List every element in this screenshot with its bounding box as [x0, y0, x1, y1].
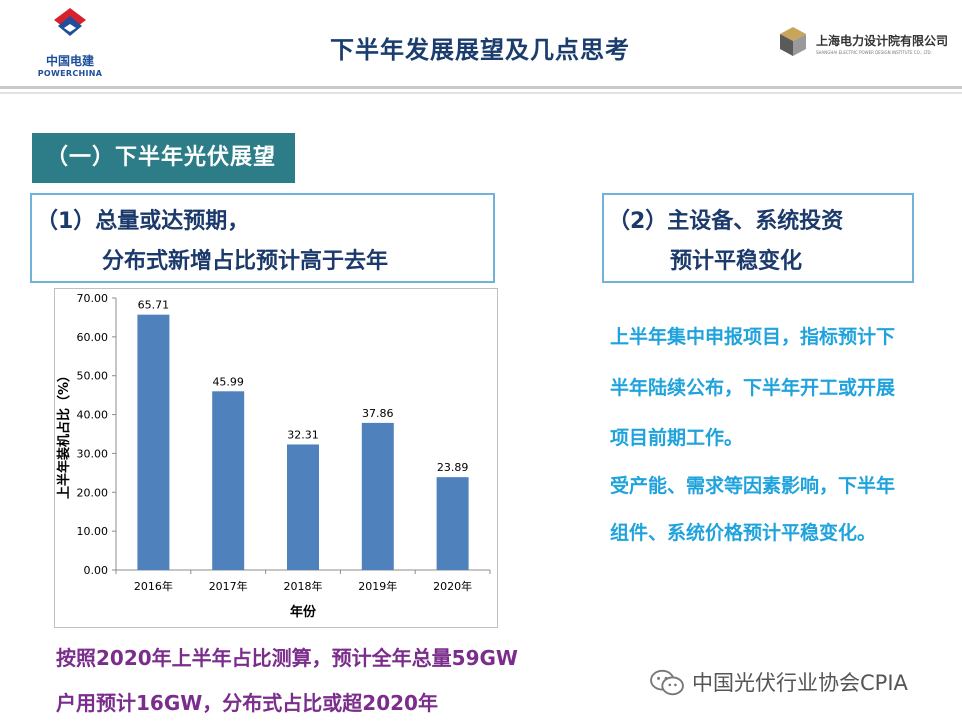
- sepd-logo: 上海电力设计院有限公司 SHANGHAI ELECTRIC POWER DESI…: [776, 24, 952, 64]
- bar: [436, 477, 469, 570]
- y-tick-label: 10.00: [77, 525, 109, 538]
- right-text-line-1: 上半年集中申报项目，指标预计下: [610, 326, 896, 348]
- bottom-text-line-1: 按照2020年上半年占比测算，预计全年总量59GW: [56, 646, 518, 670]
- y-tick-label: 30.00: [77, 447, 109, 460]
- section-banner: （一）下半年光伏展望: [32, 133, 295, 183]
- sepd-logo-icon: [780, 27, 806, 56]
- slide-header: 中国电建 POWERCHINA 下半年发展展望及几点思考 上海电力设计院有限公司…: [0, 0, 962, 88]
- bar-value-label: 32.31: [287, 428, 319, 441]
- bar-value-label: 65.71: [138, 299, 170, 312]
- y-axis-title: 上半年装机占比（%）: [56, 369, 72, 499]
- logo-right-cn: 上海电力设计院有限公司: [816, 34, 949, 48]
- powerchina-logo: 中国电建 POWERCHINA: [28, 6, 112, 78]
- point-1-line-2: 分布式新增占比预计高于去年: [102, 249, 389, 274]
- bar-chart: 0.0010.0020.0030.0040.0050.0060.0070.00 …: [54, 288, 498, 628]
- y-tick-label: 0.00: [84, 564, 109, 577]
- bar-value-label: 23.89: [437, 461, 469, 474]
- watermark-text: 中国光伏行业协会CPIA: [692, 671, 908, 695]
- bar-value-label: 37.86: [362, 407, 394, 420]
- header-divider-secondary: [0, 92, 962, 94]
- right-text-line-3: 项目前期工作。: [610, 427, 744, 449]
- y-tick-label: 40.00: [77, 409, 109, 422]
- x-tick-label: 2020年: [433, 579, 472, 593]
- y-tick-label: 70.00: [77, 292, 109, 305]
- point-1-line-1: （1）总量或达预期，: [36, 209, 250, 234]
- bar: [137, 314, 170, 570]
- logo-right-en: SHANGHAI ELECTRIC POWER DESIGN INSTITUTE…: [816, 50, 932, 55]
- slide-title: 下半年发展展望及几点思考: [330, 36, 630, 64]
- point-2-box: （2）主设备、系统投资 预计平稳变化: [602, 193, 914, 283]
- bottom-text-line-2: 户用预计16GW，分布式占比或超2020年: [56, 691, 438, 715]
- bar-value-label: 45.99: [212, 375, 244, 388]
- bar: [287, 444, 319, 570]
- x-axis-title: 年份: [290, 604, 317, 620]
- x-tick-label: 2019年: [358, 579, 397, 593]
- chart-frame: [54, 288, 498, 628]
- y-tick-label: 60.00: [77, 331, 109, 344]
- install-share-chart: 0.00 10.00 20.00 30.00 40.00 50.00 60.00 70.00 …: [54, 288, 498, 628]
- right-text-line-4: 受产能、需求等因素影响，下半年: [610, 475, 896, 497]
- right-text-line-5: 组件、系统价格预计平稳变化。: [610, 522, 877, 544]
- x-tick-label: 2017年: [209, 579, 248, 593]
- x-tick-label: 2016年: [134, 579, 173, 593]
- point-1-box: （1）总量或达预期， 分布式新增占比预计高于去年: [30, 193, 495, 283]
- powerchina-logo-icon: [54, 8, 86, 36]
- right-text-line-2: 半年陆续公布，下半年开工或开展: [610, 377, 896, 399]
- y-tick-label: 20.00: [77, 486, 109, 499]
- logo-left-en: POWERCHINA: [37, 69, 103, 78]
- y-tick-label: 50.00: [77, 370, 109, 383]
- wechat-icon: [650, 669, 684, 696]
- point-2-line-2: 预计平稳变化: [670, 249, 803, 274]
- bar: [212, 391, 245, 570]
- bar: [361, 422, 394, 570]
- logo-left-cn: 中国电建: [45, 54, 94, 68]
- header-divider: [0, 86, 962, 89]
- point-2-line-1: （2）主设备、系统投资: [608, 209, 844, 234]
- x-tick-label: 2018年: [284, 579, 323, 593]
